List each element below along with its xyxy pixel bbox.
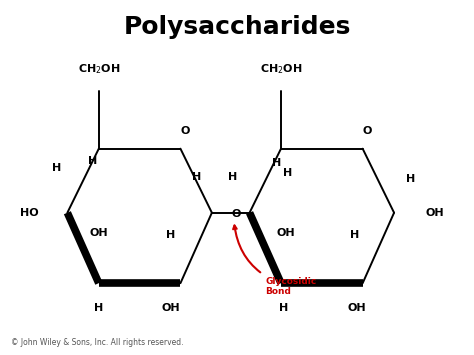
- Text: H: H: [283, 168, 292, 178]
- Text: OH: OH: [162, 302, 180, 312]
- Text: OH: OH: [347, 302, 365, 312]
- Text: H: H: [350, 230, 359, 240]
- Text: O: O: [362, 126, 372, 136]
- Text: H: H: [280, 302, 289, 312]
- Text: H: H: [166, 230, 176, 240]
- Text: Polysaccharides: Polysaccharides: [123, 16, 351, 39]
- Text: H: H: [191, 173, 201, 182]
- Text: H: H: [228, 173, 237, 182]
- Text: CH$_2$OH: CH$_2$OH: [260, 62, 302, 76]
- Text: OH: OH: [426, 208, 444, 218]
- Text: H: H: [272, 158, 281, 168]
- Text: HO: HO: [20, 208, 39, 218]
- Text: H: H: [406, 174, 416, 184]
- Text: Glycosidic
Bond: Glycosidic Bond: [233, 225, 317, 296]
- Text: CH$_2$OH: CH$_2$OH: [78, 62, 120, 76]
- Text: O: O: [180, 126, 190, 136]
- Text: OH: OH: [276, 228, 295, 238]
- Text: H: H: [94, 302, 103, 312]
- Text: H: H: [52, 163, 61, 173]
- Text: © John Wiley & Sons, Inc. All rights reserved.: © John Wiley & Sons, Inc. All rights res…: [11, 338, 183, 346]
- Text: O: O: [231, 209, 240, 219]
- Text: H: H: [88, 157, 97, 166]
- Text: OH: OH: [90, 228, 108, 238]
